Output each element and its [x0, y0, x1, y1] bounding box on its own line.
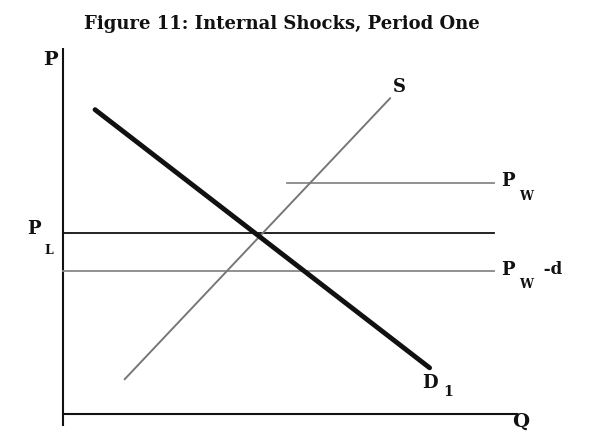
Text: Q: Q	[512, 413, 529, 431]
Text: P: P	[43, 51, 58, 69]
Text: D: D	[422, 374, 438, 392]
Text: S: S	[393, 78, 406, 96]
Text: 1: 1	[443, 385, 453, 399]
Title: Figure 11: Internal Shocks, Period One: Figure 11: Internal Shocks, Period One	[84, 15, 480, 33]
Text: -d: -d	[538, 261, 562, 278]
Text: P: P	[27, 220, 41, 238]
Text: P: P	[501, 261, 515, 279]
Text: W: W	[519, 279, 533, 292]
Text: W: W	[519, 190, 533, 203]
Text: L: L	[44, 244, 53, 257]
Text: P: P	[501, 172, 515, 190]
